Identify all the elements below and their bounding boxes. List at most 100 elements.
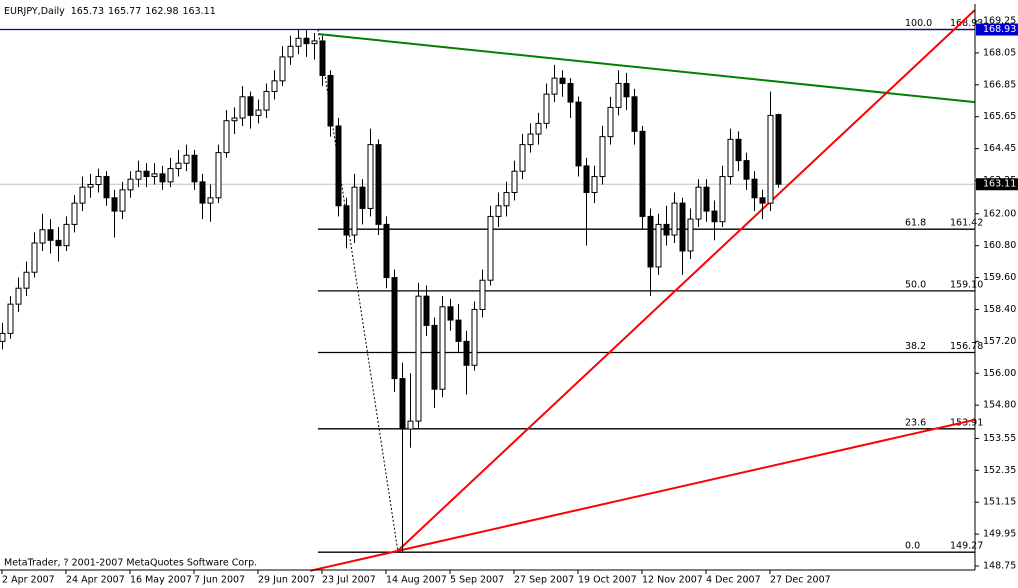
x-tick-label: 29 Jun 2007 — [258, 575, 315, 586]
candle-body — [431, 324, 438, 390]
y-tick-label: 153.55 — [983, 433, 1016, 444]
candle-body — [287, 45, 294, 58]
candle-body — [191, 154, 198, 183]
candle-body — [15, 287, 22, 305]
y-tick-label: 165.65 — [983, 111, 1016, 122]
candle-body — [215, 152, 222, 199]
candle-body — [415, 295, 422, 422]
candle-body — [311, 40, 318, 45]
candle-body — [295, 37, 302, 47]
fibo-price-label: 153.91 — [950, 417, 983, 428]
candle-body — [383, 223, 390, 279]
candle-body — [727, 138, 734, 178]
y-tick-label: 164.45 — [983, 143, 1016, 154]
y-tick-label: 160.80 — [983, 240, 1016, 251]
candle-body — [639, 130, 646, 217]
candle-body — [439, 306, 446, 390]
candle-body — [63, 223, 70, 247]
candle-body — [55, 239, 62, 247]
y-tick-label: 148.75 — [983, 561, 1016, 572]
candle-body — [687, 218, 694, 252]
x-tick-label: 5 Sep 2007 — [450, 575, 504, 586]
candle-body — [231, 117, 238, 122]
candle-body — [735, 138, 742, 162]
candle-body — [279, 56, 286, 82]
candle-body — [599, 136, 606, 178]
current-price-label: 163.11 — [983, 179, 1016, 190]
candle-body — [351, 186, 358, 236]
fibo-price-label: 161.42 — [950, 218, 983, 229]
watermark: MetaTrader, ? 2001-2007 MetaQuotes Softw… — [4, 558, 257, 569]
candle-body — [767, 114, 774, 204]
candle-body — [23, 271, 30, 289]
fibo-price-label: 159.10 — [950, 279, 983, 290]
x-tick-label: 24 Apr 2007 — [66, 575, 125, 586]
candle-body — [271, 80, 278, 92]
candle-body — [359, 186, 366, 209]
candle-body — [391, 277, 398, 380]
candle-body — [199, 181, 206, 204]
header: EURJPY,Daily 165.73 165.77 162.98 163.11 — [4, 6, 216, 17]
candle-body — [527, 133, 534, 146]
candle-body — [551, 77, 558, 95]
candle-body — [519, 144, 526, 172]
candle-body — [503, 191, 510, 207]
candle-body — [623, 82, 630, 98]
y-tick-label: 157.20 — [983, 336, 1016, 347]
candle-body — [319, 40, 326, 77]
candle-body — [423, 295, 430, 326]
candle-body — [367, 144, 374, 209]
candle-body — [511, 170, 518, 193]
candle-body — [0, 332, 6, 342]
candle-body — [583, 165, 590, 193]
y-tick-label: 154.80 — [983, 400, 1016, 411]
candle-body — [79, 186, 86, 204]
candle-body — [655, 223, 662, 268]
candle-body — [239, 96, 246, 119]
candle-body — [263, 90, 270, 111]
candle-body — [607, 106, 614, 138]
x-tick-label: 27 Dec 2007 — [770, 575, 831, 586]
candle-body — [703, 186, 710, 212]
fibo-level-label: 23.6 — [905, 417, 926, 428]
close: 163.11 — [183, 6, 216, 17]
y-tick-label: 159.60 — [983, 272, 1016, 283]
fibo-price-label: 149.27 — [950, 541, 983, 552]
candle-body — [775, 114, 782, 185]
x-tick-label: 27 Sep 2007 — [514, 575, 574, 586]
candle-body — [407, 420, 414, 430]
candle-body — [575, 101, 582, 167]
candle-body — [535, 122, 542, 135]
hline-price-label: 168.93 — [983, 24, 1016, 35]
candle-body — [255, 109, 262, 116]
trend-line — [397, 9, 976, 552]
x-tick-label: 23 Jul 2007 — [322, 575, 376, 586]
candle-body — [335, 125, 342, 207]
candle-body — [103, 176, 110, 199]
fibo-level-label: 50.0 — [905, 279, 926, 290]
candle-body — [71, 202, 78, 225]
open: 165.73 — [71, 6, 104, 17]
candle-body — [7, 303, 14, 334]
candle-body — [119, 189, 126, 212]
candle-body — [39, 229, 46, 244]
candle-body — [87, 184, 94, 188]
candle-body — [759, 197, 766, 204]
candle-body — [159, 173, 166, 183]
x-tick-label: 2 Apr 2007 — [2, 575, 55, 586]
fibo-price-label: 156.78 — [950, 341, 983, 352]
fibo-price-label: 168.93 — [950, 18, 983, 29]
x-tick-label: 7 Jun 2007 — [194, 575, 245, 586]
candle-body — [615, 82, 622, 108]
candle-body — [471, 308, 478, 366]
y-tick-label: 156.00 — [983, 368, 1016, 379]
candle-body — [375, 144, 382, 225]
candle-body — [487, 215, 494, 281]
candle-body — [183, 154, 190, 164]
candle-body — [399, 378, 406, 430]
candle-body — [111, 197, 118, 212]
current-price-box — [976, 178, 1018, 191]
